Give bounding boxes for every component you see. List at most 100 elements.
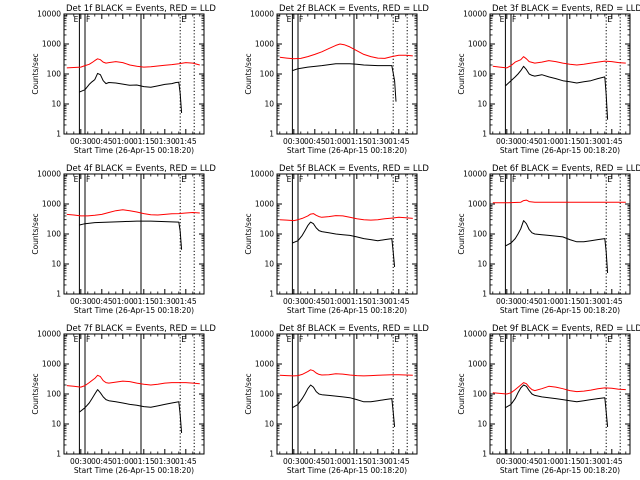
y-tick-label: 1 <box>482 130 487 139</box>
x-tick-label: 01:45 <box>175 297 197 306</box>
x-tick-label: 01:45 <box>388 137 410 146</box>
x-tick-label: 01:30 <box>580 137 602 146</box>
y-tick-label: 1 <box>482 450 487 459</box>
y-tick-label: 10 <box>264 260 274 269</box>
chart-panel-2: Det 2f BLACK = Events, RED = LLD 1 10 100 10… <box>244 4 429 155</box>
x-tick-label: 01:30 <box>367 457 389 466</box>
series-line-lld <box>492 199 626 204</box>
flag-letter: F <box>86 15 90 24</box>
y-tick-label: 100 <box>260 230 275 239</box>
x-axis-label: Start Time (26-Apr-15 00:18:20) <box>500 306 620 315</box>
y-tick-label: 100 <box>47 230 62 239</box>
x-tick-label: 01:15 <box>559 457 581 466</box>
x-axis-label: Start Time (26-Apr-15 00:18:20) <box>74 306 194 315</box>
chart-panel-3: Det 3f BLACK = Events, RED = LLD 1 10 100 10… <box>457 4 640 155</box>
flag-letter: F <box>299 175 303 184</box>
series-line-lld <box>279 43 413 60</box>
y-tick-label: 100 <box>473 70 488 79</box>
series-line-events <box>79 389 183 434</box>
series-line-lld <box>492 56 626 69</box>
flag-letter: E <box>181 175 186 184</box>
y-tick-label: 1000 <box>255 360 274 369</box>
series-line-events <box>79 220 183 250</box>
x-tick-label: 01:30 <box>367 137 389 146</box>
flag-letter: F <box>512 175 516 184</box>
y-tick-label: 1 <box>269 450 274 459</box>
chart-title: Det 8f BLACK = Events, RED = LLD <box>279 324 429 334</box>
x-tick-label: 01:15 <box>559 137 581 146</box>
y-axis-label: Counts/sec <box>244 213 253 254</box>
flag-letter: E <box>74 175 79 184</box>
flag-letter: E <box>394 175 399 184</box>
flag-letter: E <box>394 335 399 344</box>
flag-letter: E <box>394 15 399 24</box>
x-tick-label: 01:00 <box>325 137 347 146</box>
series-line-lld <box>492 382 626 395</box>
y-tick-label: 10000 <box>463 10 487 19</box>
x-tick-label: 01:30 <box>154 297 176 306</box>
flag-letter: E <box>500 175 505 184</box>
flag-letter: E <box>287 15 292 24</box>
chart-panel-6: Det 6f BLACK = Events, RED = LLD 1 10 100 10… <box>457 164 640 315</box>
x-tick-label: 01:45 <box>601 457 623 466</box>
chart-panel-4: Det 4f BLACK = Events, RED = LLD 1 10 100 10… <box>31 164 216 315</box>
x-tick-label: 01:00 <box>538 457 560 466</box>
x-axis-label: Start Time (26-Apr-15 00:18:20) <box>287 306 407 315</box>
x-tick-label: 01:15 <box>133 457 155 466</box>
flag-letter: E <box>181 15 186 24</box>
x-axis-label: Start Time (26-Apr-15 00:18:20) <box>287 466 407 475</box>
y-tick-label: 1 <box>482 290 487 299</box>
x-tick-label: 01:15 <box>346 297 368 306</box>
y-tick-label: 1000 <box>42 40 61 49</box>
flag-letter: E <box>287 175 292 184</box>
chart-title: Det 7f BLACK = Events, RED = LLD <box>66 324 216 334</box>
chart-title: Det 4f BLACK = Events, RED = LLD <box>66 164 216 174</box>
chart-title: Det 5f BLACK = Events, RED = LLD <box>279 164 429 174</box>
chart-panel-8: Det 8f BLACK = Events, RED = LLD 1 10 100 10… <box>244 324 429 475</box>
flag-letter: E <box>500 335 505 344</box>
x-axis-label: Start Time (26-Apr-15 00:18:20) <box>74 466 194 475</box>
x-tick-label: 01:00 <box>325 457 347 466</box>
x-tick-label: 00:45 <box>304 297 326 306</box>
x-tick-label: 00:45 <box>517 137 539 146</box>
flag-letter: E <box>607 335 612 344</box>
x-axis-label: Start Time (26-Apr-15 00:18:20) <box>287 146 407 155</box>
y-axis-label: Counts/sec <box>457 213 466 254</box>
y-tick-label: 10 <box>477 100 487 109</box>
y-tick-label: 10000 <box>37 10 61 19</box>
y-tick-label: 10000 <box>463 170 487 179</box>
y-axis-label: Counts/sec <box>31 373 40 414</box>
x-tick-label: 00:45 <box>304 457 326 466</box>
y-tick-label: 10 <box>264 420 274 429</box>
y-tick-label: 1 <box>56 450 61 459</box>
series-line-events <box>292 384 396 427</box>
y-tick-label: 10000 <box>37 170 61 179</box>
y-axis-label: Counts/sec <box>31 213 40 254</box>
y-tick-label: 1000 <box>468 200 487 209</box>
y-tick-label: 10 <box>477 420 487 429</box>
x-tick-label: 01:30 <box>154 137 176 146</box>
chart-panel-1: Det 1f BLACK = Events, RED = LLD 1 10 100 10… <box>31 4 216 155</box>
series-line-events <box>505 65 609 120</box>
x-tick-label: 00:30 <box>70 457 92 466</box>
flag-letter: F <box>512 15 516 24</box>
x-tick-label: 00:45 <box>517 297 539 306</box>
series-line-lld <box>279 369 413 377</box>
y-tick-label: 10 <box>264 100 274 109</box>
x-tick-label: 01:30 <box>580 457 602 466</box>
y-tick-label: 1000 <box>255 40 274 49</box>
y-tick-label: 100 <box>260 390 275 399</box>
flag-letter: E <box>500 15 505 24</box>
x-tick-label: 00:45 <box>91 137 113 146</box>
x-tick-label: 00:45 <box>91 457 113 466</box>
y-tick-label: 10000 <box>250 330 274 339</box>
flag-letter: F <box>86 335 90 344</box>
y-tick-label: 10000 <box>463 330 487 339</box>
y-tick-label: 100 <box>260 70 275 79</box>
y-tick-label: 10 <box>51 100 61 109</box>
flag-letter: F <box>299 335 303 344</box>
x-axis-label: Start Time (26-Apr-15 00:18:20) <box>500 466 620 475</box>
y-tick-label: 1000 <box>42 200 61 209</box>
chart-title: Det 6f BLACK = Events, RED = LLD <box>492 164 640 174</box>
